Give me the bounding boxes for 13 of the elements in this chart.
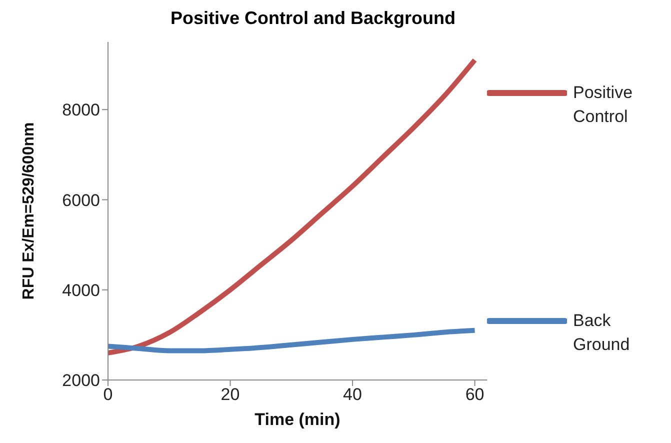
y-tick-label: 4000 (62, 280, 100, 300)
x-tick-label: 40 (343, 385, 362, 404)
legend-label: Positive Control (573, 82, 634, 128)
x-tick-label: 0 (103, 385, 113, 404)
y-axis-title: RFU Ex/Em=529/600nm (20, 122, 38, 300)
y-tick-label: 8000 (62, 100, 100, 120)
x-tick-label: 60 (465, 385, 484, 404)
x-tick-label: 20 (220, 385, 240, 404)
legend-label: Back Ground (573, 310, 631, 356)
y-tick-label: 6000 (62, 190, 100, 210)
y-tick-label: 2000 (62, 371, 100, 390)
chart-title: Positive Control and Background (169, 8, 457, 30)
x-axis-title: Time (min) (254, 410, 340, 429)
